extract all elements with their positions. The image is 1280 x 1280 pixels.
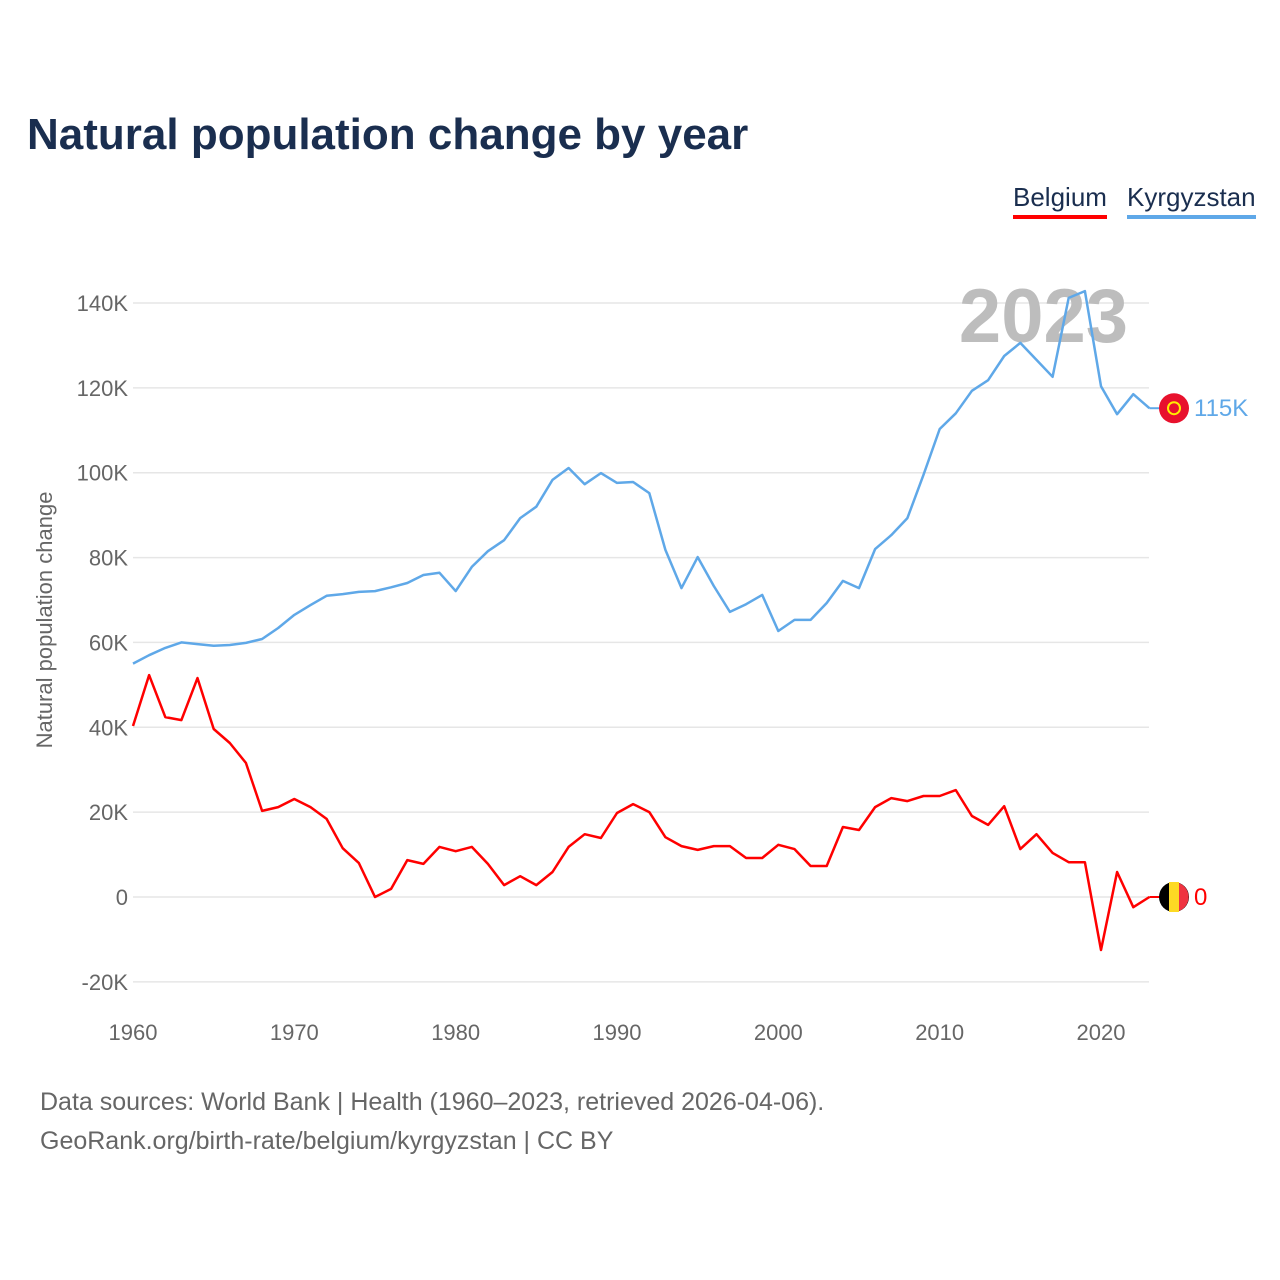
x-tick-label: 1990 bbox=[593, 1020, 642, 1045]
series-line-belgium bbox=[131, 673, 1151, 952]
x-tick-label: 1980 bbox=[431, 1020, 480, 1045]
y-tick-label: 80K bbox=[89, 546, 128, 571]
y-tick-label: 0 bbox=[116, 885, 128, 910]
x-tick-label: 2020 bbox=[1077, 1020, 1126, 1045]
year-label: 2023 bbox=[959, 274, 1128, 359]
y-axis-label: Natural population change bbox=[32, 492, 57, 749]
y-tick-label: 120K bbox=[77, 376, 129, 401]
y-tick-label: 60K bbox=[89, 630, 128, 655]
y-tick-label: -20K bbox=[82, 970, 129, 995]
series-line-kyrgyzstan bbox=[132, 289, 1151, 665]
x-tick-label: 1960 bbox=[109, 1020, 158, 1045]
y-tick-label: 40K bbox=[89, 715, 128, 740]
y-tick-label: 140K bbox=[77, 291, 129, 316]
belgium-flag-icon bbox=[1179, 883, 1189, 911]
credit-text: GeoRank.org/birth-rate/belgium/kyrgyzsta… bbox=[40, 1127, 614, 1155]
end-value-label: 0 bbox=[1194, 884, 1207, 911]
kyrgyzstan-flag-icon bbox=[1159, 393, 1189, 424]
chart-title: Natural population change by year bbox=[27, 110, 749, 159]
x-tick-label: 2000 bbox=[754, 1020, 803, 1045]
data-source-text: Data sources: World Bank | Health (1960–… bbox=[40, 1088, 825, 1116]
kyrgyzstan-flag-icon bbox=[1167, 401, 1181, 416]
belgium-flag-icon bbox=[1169, 882, 1179, 912]
x-tick-label: 1970 bbox=[270, 1020, 319, 1045]
end-value-label: 115K bbox=[1194, 395, 1248, 422]
legend-belgium[interactable]: Belgium bbox=[1013, 182, 1107, 219]
y-tick-label: 100K bbox=[77, 461, 129, 486]
legend-kyrgyzstan[interactable]: Kyrgyzstan bbox=[1127, 182, 1256, 219]
y-tick-label: 20K bbox=[89, 800, 128, 825]
x-tick-label: 2010 bbox=[915, 1020, 964, 1045]
